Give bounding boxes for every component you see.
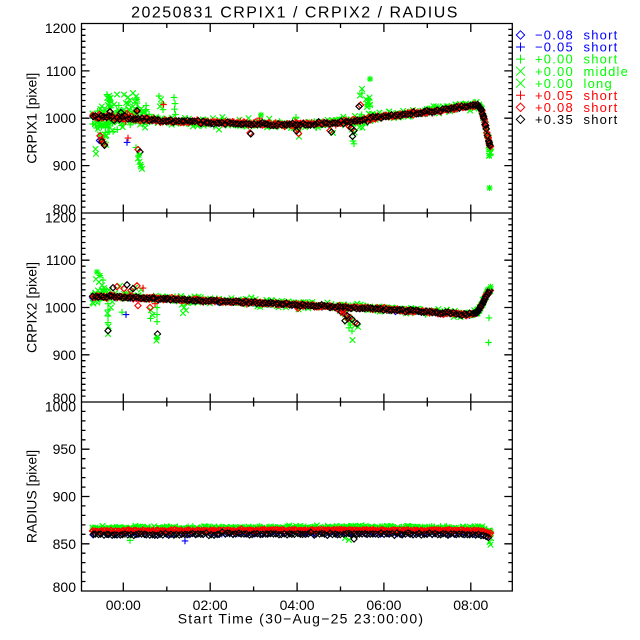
svg-text:1000: 1000 [45, 399, 76, 415]
svg-text:1100: 1100 [46, 252, 76, 268]
svg-text:1000: 1000 [45, 110, 76, 126]
svg-text:1200: 1200 [45, 20, 76, 36]
svg-text:900: 900 [53, 347, 77, 363]
svg-text:900: 900 [53, 489, 77, 505]
svg-text:CRPIX2 [pixel]: CRPIX2 [pixel] [24, 262, 40, 353]
svg-text:800: 800 [53, 201, 77, 217]
svg-text:950: 950 [53, 441, 77, 457]
svg-text:08:00: 08:00 [453, 597, 488, 613]
svg-text:+0.05 short: +0.05 short [535, 88, 618, 103]
svg-text:02:00: 02:00 [193, 597, 228, 613]
svg-text:04:00: 04:00 [280, 597, 315, 613]
svg-text:00:00: 00:00 [106, 597, 141, 613]
svg-text:+0.00 middle: +0.00 middle [535, 64, 629, 79]
svg-text:−0.08 short: −0.08 short [535, 28, 618, 43]
svg-text:RADIUS [pixel]: RADIUS [pixel] [24, 450, 40, 543]
svg-text:+0.08 short: +0.08 short [535, 100, 618, 115]
svg-text:06:00: 06:00 [366, 597, 401, 613]
svg-text:1100: 1100 [46, 63, 76, 79]
svg-text:1200: 1200 [45, 210, 76, 226]
svg-text:850: 850 [53, 536, 77, 552]
svg-text:800: 800 [53, 579, 77, 595]
svg-text:CRPIX1 [pixel]: CRPIX1 [pixel] [24, 73, 40, 164]
svg-text:+0.35 short: +0.35 short [535, 112, 618, 127]
svg-text:1000: 1000 [45, 300, 76, 316]
svg-text:+0.00 short: +0.00 short [535, 52, 618, 67]
svg-text:900: 900 [53, 158, 77, 174]
svg-text:+0.00 long: +0.00 long [535, 76, 613, 91]
svg-text:20250831 CRPIX1 / CRPIX2 / RAD: 20250831 CRPIX1 / CRPIX2 / RADIUS [131, 5, 459, 22]
svg-text:800: 800 [53, 390, 77, 406]
svg-text:−0.05 short: −0.05 short [535, 40, 618, 55]
svg-text:Start Time (30−Aug−25 23:00:00: Start Time (30−Aug−25 23:00:00) [178, 611, 425, 627]
